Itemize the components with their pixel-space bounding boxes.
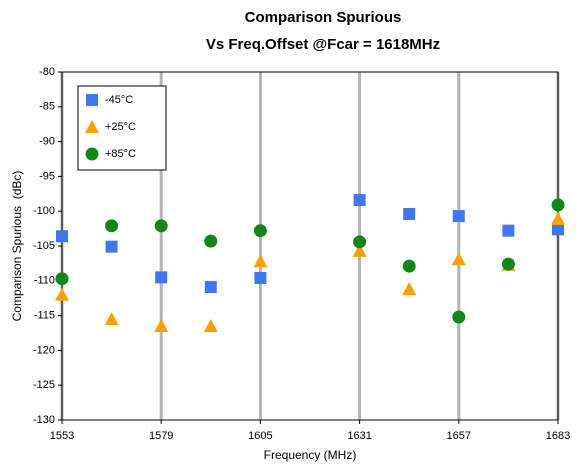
- marker-circle: [204, 234, 218, 248]
- marker-circle: [452, 310, 466, 324]
- marker-triangle: [203, 319, 218, 333]
- x-tick-label: 1579: [149, 430, 173, 442]
- y-tick-label: -80: [39, 66, 55, 78]
- marker-circle: [551, 198, 565, 212]
- chart-subtitle: Vs Freq.Offset @Fcar = 1618MHz: [206, 36, 440, 53]
- legend-label: +25°C: [105, 121, 136, 133]
- marker-triangle: [402, 282, 417, 296]
- y-tick-label: -100: [33, 205, 55, 217]
- y-axis-label: Comparison Spurious (dBc): [10, 171, 24, 322]
- y-tick-label: -110: [34, 275, 55, 287]
- marker-triangle: [104, 312, 119, 326]
- y-tick-label: -125: [33, 379, 55, 391]
- y-tick-label: -130: [33, 414, 55, 426]
- chart-title: Comparison Spurious: [245, 9, 402, 26]
- marker-triangle: [451, 252, 466, 266]
- marker-square: [452, 210, 465, 223]
- marker-circle: [105, 219, 119, 233]
- marker-circle: [353, 235, 367, 249]
- x-tick-label: 1605: [248, 430, 272, 442]
- marker-circle: [85, 147, 99, 161]
- marker-triangle: [352, 243, 367, 257]
- x-tick-label: 1683: [546, 430, 570, 442]
- marker-circle: [253, 224, 267, 238]
- marker-circle: [55, 272, 69, 286]
- marker-square: [204, 281, 217, 294]
- marker-circle: [501, 257, 515, 271]
- y-tick-label: -105: [33, 240, 55, 252]
- marker-square: [105, 240, 118, 253]
- marker-square: [552, 223, 564, 236]
- x-tick-label: 1657: [447, 430, 471, 442]
- marker-triangle: [85, 120, 99, 133]
- marker-square: [353, 194, 366, 207]
- marker-triangle: [551, 211, 565, 225]
- marker-square: [502, 224, 515, 237]
- marker-circle: [154, 219, 168, 233]
- x-tick-label: 1631: [347, 430, 371, 442]
- marker-triangle: [253, 254, 268, 268]
- y-tick-label: -115: [34, 310, 55, 322]
- y-tick-label: -90: [39, 136, 55, 148]
- marker-triangle: [154, 319, 169, 333]
- y-tick-label: -85: [39, 101, 55, 113]
- y-tick-label: -120: [33, 344, 55, 356]
- x-axis-label: Frequency (MHz): [264, 448, 357, 462]
- marker-square: [86, 94, 98, 106]
- legend-label: -45°C: [105, 94, 133, 106]
- y-tick-label: -95: [39, 170, 55, 182]
- plot-frame: [61, 71, 559, 421]
- x-tick-label: 1553: [50, 430, 74, 442]
- legend-label: +85°C: [105, 148, 136, 160]
- marker-square: [56, 230, 68, 243]
- marker-square: [254, 272, 267, 285]
- marker-circle: [402, 259, 416, 273]
- marker-square: [403, 207, 416, 220]
- marker-triangle: [55, 287, 69, 301]
- marker-square: [155, 271, 168, 284]
